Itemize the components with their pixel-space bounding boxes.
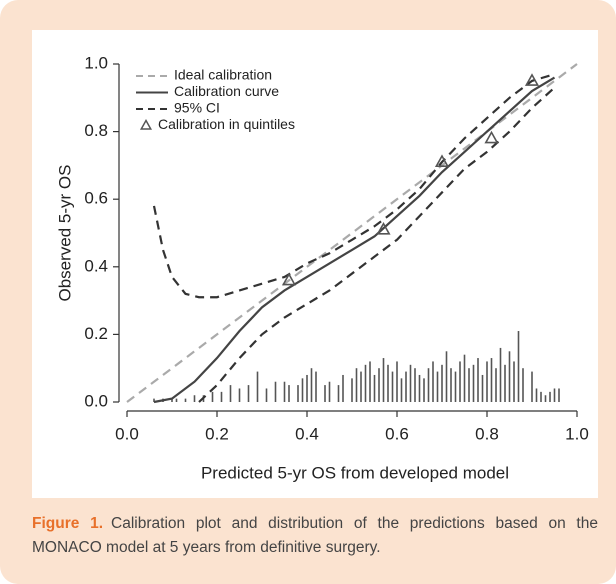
caption-text: Calibration plot and distribution of the… — [32, 515, 598, 556]
quintile-marker — [434, 154, 450, 168]
caption: Figure 1. Calibration plot and distributi… — [32, 512, 598, 560]
y-tick-label: 0.8 — [84, 121, 108, 140]
x-tick-label: 1.0 — [565, 424, 589, 443]
x-tick-label: 0.8 — [475, 424, 499, 443]
legend-label: Ideal calibration — [174, 67, 272, 83]
x-tick-label: 0.4 — [295, 424, 319, 443]
series-line-lower — [198, 86, 556, 403]
legend-label: Calibration curve — [174, 83, 279, 99]
quintile-marker — [281, 272, 297, 286]
y-tick-label: 0.4 — [84, 256, 108, 275]
x-tick-label: 0.0 — [115, 424, 139, 443]
y-tick-label: 0.0 — [84, 391, 108, 410]
quintile-marker — [524, 73, 540, 86]
y-tick-label: 0.2 — [84, 324, 108, 343]
y-axis-label: Observed 5-yr OS — [55, 165, 74, 302]
figure-panel — [32, 30, 598, 498]
y-tick-label: 0.6 — [84, 189, 108, 208]
series-line — [152, 73, 555, 299]
legend-label: 95% CI — [174, 100, 220, 116]
x-tick-label: 0.6 — [385, 424, 409, 443]
legend-marker — [139, 118, 153, 130]
y-tick-label: 1.0 — [84, 53, 108, 72]
x-tick-label: 0.2 — [205, 424, 229, 443]
chart: Predicted 5-yr OS from developed model O… — [55, 53, 589, 482]
series-line — [126, 63, 578, 403]
x-axis-label: Predicted 5-yr OS from developed model — [201, 463, 509, 482]
legend-label: Calibration in quintiles — [158, 116, 295, 132]
series-line — [153, 76, 556, 404]
quintile-marker — [484, 130, 499, 144]
quintile-marker — [376, 221, 391, 235]
caption-label: Figure 1. — [32, 515, 104, 532]
